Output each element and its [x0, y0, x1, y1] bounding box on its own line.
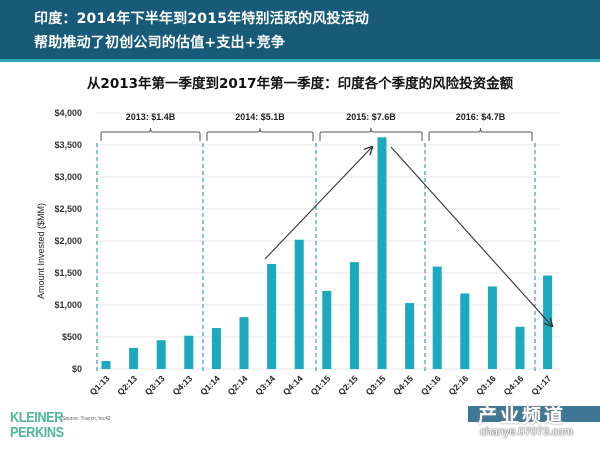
x-tick-label: Q1:16 [419, 373, 443, 397]
year-bracket [319, 127, 423, 141]
bar [211, 328, 221, 369]
x-tick-label: Q4:14 [281, 373, 305, 397]
kleiner-perkins-logo: KLEINER PERKINS [10, 410, 64, 440]
watermark-text: 产业频道 [478, 405, 567, 427]
x-tick-label: Q4:16 [502, 373, 526, 397]
x-tick-label: Q4:13 [170, 373, 194, 397]
header-banner: 印度：2014年下半年到2015年特别活跃的风投活动 帮助推动了初创公司的估值+… [0, 0, 600, 62]
watermark: 产业频道 chanye.07073.com [468, 403, 600, 438]
y-tick-label: $500 [62, 332, 82, 342]
bar [487, 286, 497, 369]
year-bracket [428, 127, 533, 141]
bar [432, 266, 442, 369]
bar [515, 326, 525, 369]
bar [129, 347, 139, 369]
bar [377, 137, 387, 369]
bar [322, 290, 332, 369]
source-note: Source: Tracxn, Inc42 [62, 416, 111, 422]
watermark-band [468, 406, 600, 422]
y-axis-label: Amount Invested ($MM) [36, 203, 46, 299]
y-tick-label: $2,500 [54, 204, 82, 214]
year-total-label: 2016: $4.7B [456, 112, 506, 122]
chart-title: 从2013年第一季度到2017年第一季度：印度各个季度的风险投资金额 [86, 76, 514, 92]
x-tick-label: Q3:14 [253, 373, 277, 397]
bar [294, 239, 304, 369]
x-tick-label: Q1:17 [529, 373, 553, 397]
bar [349, 262, 359, 369]
y-tick-label: $3,500 [54, 140, 82, 150]
bar [543, 275, 553, 369]
header-title-line1: 印度：2014年下半年到2015年特别活跃的风投活动 [34, 11, 370, 27]
x-tick-label: Q3:16 [474, 373, 498, 397]
header-title-line2: 帮助推动了初创公司的估值+支出+竞争 [34, 35, 286, 51]
x-tick-label: Q2:13 [115, 373, 139, 397]
x-tick-label: Q1:13 [88, 373, 112, 397]
bar [156, 340, 166, 369]
y-tick-label: $3,000 [54, 172, 82, 182]
up-trend-arrow [264, 147, 372, 260]
x-tick-label: Q3:13 [143, 373, 167, 397]
x-tick-label: Q4:15 [391, 373, 415, 397]
y-tick-label: $1,000 [54, 300, 82, 310]
year-total-label: 2015: $7.6B [346, 112, 396, 122]
bar [460, 293, 470, 369]
x-tick-label: Q3:15 [364, 373, 388, 397]
watermark-url: chanye.07073.com [480, 426, 573, 438]
bar [239, 317, 249, 369]
x-tick-label: Q2:16 [446, 373, 470, 397]
y-tick-label: $2,000 [54, 236, 82, 246]
logo-line2: PERKINS [10, 424, 64, 441]
x-tick-label: Q1:15 [308, 373, 332, 397]
y-tick-label: $0 [72, 364, 82, 374]
y-tick-label: $1,500 [54, 268, 82, 278]
x-tick-label: Q2:15 [336, 373, 360, 397]
year-bracket [100, 127, 201, 141]
bar [184, 335, 194, 369]
x-tick-label: Q1:14 [198, 373, 222, 397]
bar [101, 361, 111, 369]
year-total-label: 2014: $5.1B [235, 112, 285, 122]
x-tick-label: Q2:14 [226, 373, 250, 397]
logo-line1: KLEINER [10, 409, 63, 426]
bar [405, 303, 415, 369]
y-tick-label: $4,000 [54, 108, 82, 118]
bar [267, 264, 277, 369]
year-bracket [206, 127, 314, 141]
year-total-label: 2013: $1.4B [126, 112, 176, 122]
down-trend-arrow [390, 146, 552, 326]
